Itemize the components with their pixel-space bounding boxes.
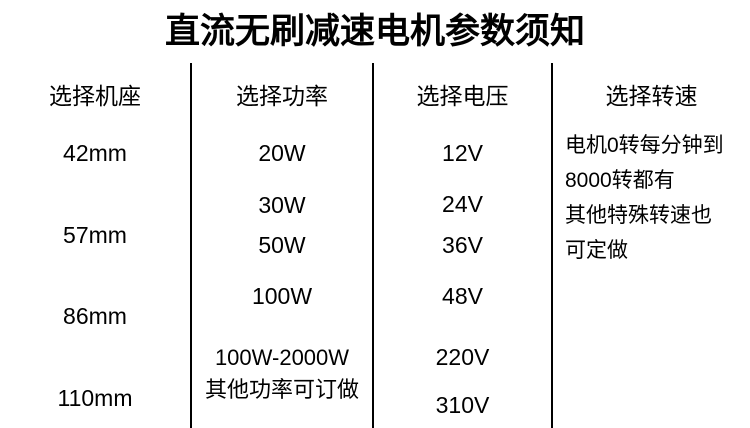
cell-frame-size-0: 42mm — [63, 140, 127, 166]
column-header-frame-size: 选择机座 — [49, 83, 141, 109]
page-title: 直流无刷减速电机参数须知 — [164, 12, 585, 51]
column-power: 选择功率 20W 30W 50W 100W 100W-2000W 其他功率可订做 — [192, 0, 372, 428]
cell-voltage-4: 220V — [435, 344, 490, 370]
speed-line-2: 其他特殊转速也 — [565, 204, 712, 227]
column-speed: 选择转速 电机0转每分钟到 8000转都有 其他特殊转速也 可定做 — [553, 0, 750, 428]
cell-frame-size-1: 57mm — [63, 222, 127, 248]
cell-power-3: 100W — [251, 283, 313, 309]
cell-power-1: 30W — [258, 192, 306, 218]
cell-voltage-5: 310V — [435, 392, 490, 418]
column-divider-1 — [190, 63, 192, 428]
cell-voltage-2: 36V — [442, 232, 483, 258]
speed-description: 电机0转每分钟到 8000转都有 其他特殊转速也 可定做 — [565, 128, 750, 268]
cell-frame-size-3: 110mm — [57, 385, 133, 411]
cell-voltage-0: 12V — [442, 140, 483, 166]
cell-power-2: 50W — [258, 232, 306, 258]
speed-line-0: 电机0转每分钟到 — [565, 134, 724, 157]
cell-frame-size-2: 86mm — [63, 303, 127, 329]
speed-line-3: 可定做 — [565, 239, 628, 262]
column-voltage: 选择电压 12V 24V 36V 48V 220V 310V — [374, 0, 551, 428]
cell-power-0: 20W — [258, 140, 306, 166]
cell-power-5: 其他功率可订做 — [204, 377, 359, 402]
cell-voltage-1: 24V — [442, 191, 483, 217]
column-header-voltage: 选择电压 — [416, 83, 509, 109]
column-divider-3 — [551, 63, 553, 428]
cell-voltage-3: 48V — [442, 283, 483, 309]
column-frame-size: 选择机座 42mm 57mm 86mm 110mm — [0, 0, 190, 428]
column-header-speed: 选择转速 — [605, 83, 698, 109]
column-header-power: 选择功率 — [236, 83, 328, 109]
speed-line-1: 8000转都有 — [565, 169, 675, 192]
column-divider-2 — [372, 63, 374, 428]
cell-power-4: 100W-2000W — [214, 345, 350, 370]
